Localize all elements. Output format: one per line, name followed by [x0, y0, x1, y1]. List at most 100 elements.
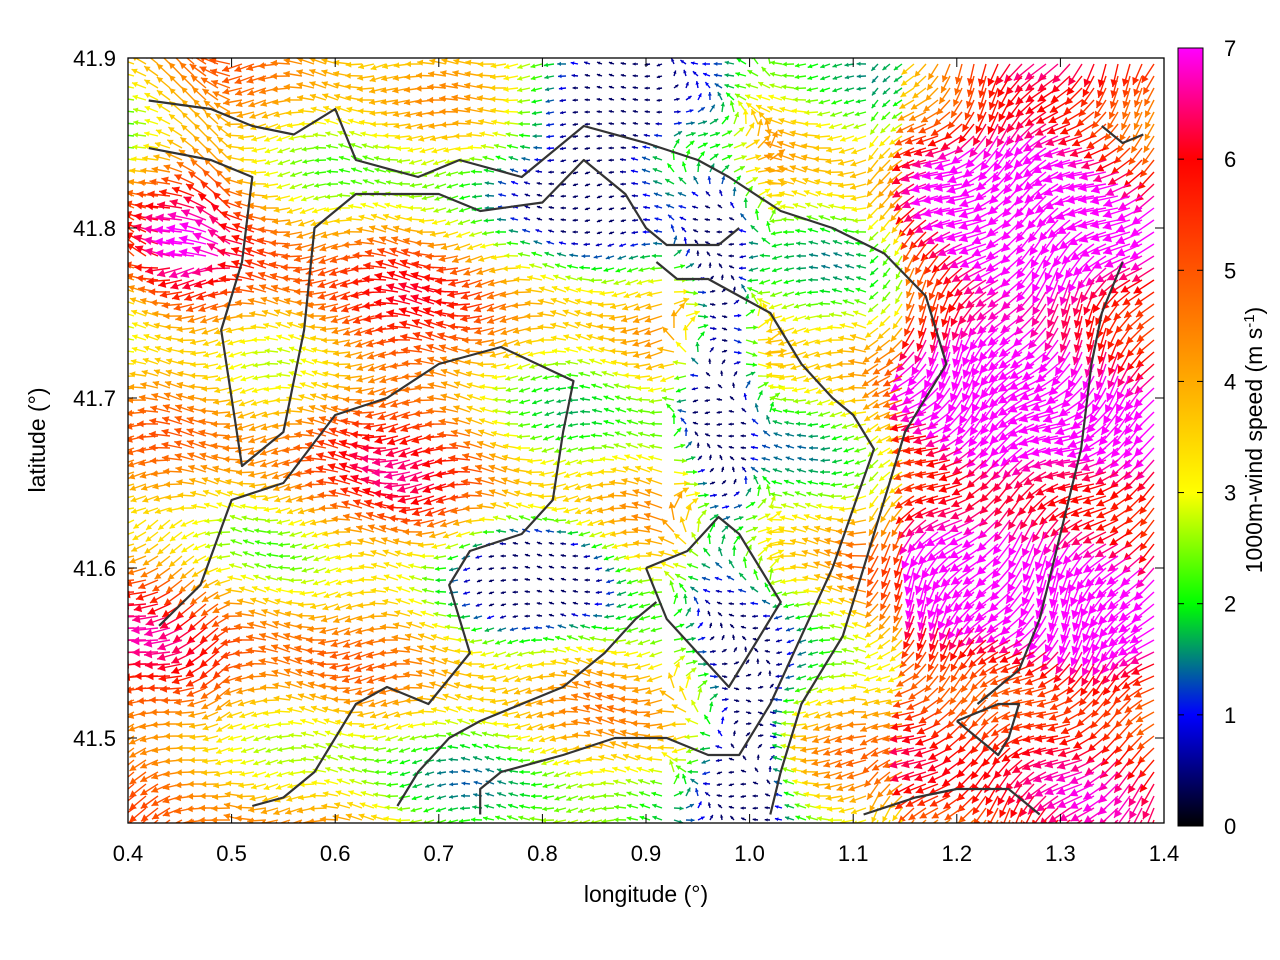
wind-arrow	[893, 63, 903, 71]
wind-arrow	[940, 75, 951, 94]
wind-arrow-shaft	[185, 58, 195, 65]
wind-arrow-head	[357, 74, 364, 81]
wind-arrow	[429, 58, 447, 65]
wind-arrow-head	[893, 65, 899, 71]
wind-arrow-head	[258, 75, 266, 82]
wind-arrow-shaft	[163, 58, 171, 65]
wind-arrow	[200, 77, 219, 89]
wind-arrow-head	[234, 77, 242, 85]
wind-arrow-head	[517, 64, 523, 69]
wind-arrow-head	[844, 62, 849, 67]
wind-arrow-head	[543, 62, 549, 68]
wind-arrow	[489, 73, 507, 80]
wind-arrow-head	[369, 76, 376, 83]
wind-arrow-head	[544, 75, 549, 80]
wind-arrow	[143, 79, 159, 89]
wind-arrow-head	[882, 77, 888, 83]
wind-arrow	[978, 75, 987, 98]
wind-arrow-head	[440, 70, 447, 77]
wind-arrow	[692, 70, 699, 77]
wind-arrow	[477, 61, 495, 68]
wind-arrow-head	[794, 74, 800, 80]
wind-arrow-head	[1121, 78, 1130, 87]
wind-arrow	[679, 59, 687, 65]
wind-arrow-head	[966, 89, 974, 97]
wind-arrow-head	[429, 58, 436, 65]
wind-arrow	[417, 59, 435, 66]
wind-arrow-head	[393, 62, 400, 69]
wind-arrow-head	[724, 73, 729, 78]
wind-arrow-head	[115, 209, 123, 216]
wind-arrow-head	[782, 61, 787, 67]
wind-arrow-shaft	[128, 61, 135, 65]
wind-arrow-head	[713, 73, 718, 78]
wind-arrow	[954, 63, 963, 85]
wind-arrow-head	[144, 66, 151, 72]
wind-arrow	[476, 72, 495, 79]
wind-arrow	[807, 63, 819, 69]
wind-arrow-head	[258, 62, 265, 69]
wind-arrow	[344, 72, 363, 79]
wind-arrow-head	[690, 61, 695, 65]
wind-arrow	[832, 63, 843, 68]
wind-arrow-head	[856, 74, 861, 79]
wind-arrow	[608, 73, 615, 77]
wind-arrow	[870, 63, 879, 72]
wind-arrow-head	[584, 73, 588, 77]
wind-arrow-head	[309, 68, 316, 75]
wind-arrow-head	[209, 58, 217, 65]
wind-arrow-head	[246, 76, 254, 84]
wind-arrow-head	[132, 58, 137, 62]
wind-arrow-head	[713, 61, 718, 66]
wind-arrow-shaft	[128, 86, 135, 89]
wind-arrow	[128, 61, 135, 65]
wind-arrow-head	[490, 62, 497, 69]
wind-arrow	[900, 75, 915, 87]
wind-arrow	[844, 62, 855, 67]
wind-arrow	[210, 79, 231, 89]
wind-arrow-head	[121, 156, 126, 161]
wind-arrow-head	[608, 61, 613, 65]
wind-arrow	[1110, 75, 1119, 98]
wind-arrow	[156, 76, 171, 89]
wind-arrow	[761, 66, 771, 77]
wind-arrow-head	[1110, 90, 1118, 98]
wind-arrow-head	[894, 77, 899, 82]
wind-arrow	[189, 63, 207, 77]
wind-arrow	[724, 73, 735, 78]
wind-arrow-head	[671, 58, 675, 62]
wind-arrow-head	[234, 65, 242, 73]
wind-arrow-head	[1014, 84, 1024, 93]
wind-arrow-head	[381, 75, 388, 82]
wind-arrow	[927, 63, 939, 80]
wind-arrow-head	[673, 70, 677, 74]
wind-arrow-head	[1083, 78, 1092, 87]
wind-arrow-head	[122, 133, 127, 138]
wind-arrow-head	[901, 80, 908, 86]
wind-arrow-head	[913, 81, 920, 88]
wind-arrow-head	[270, 59, 277, 67]
wind-arrow	[702, 62, 711, 66]
wind-arrow-head	[211, 79, 219, 87]
wind-arrow-head	[246, 64, 254, 72]
wind-arrow-head	[928, 72, 935, 80]
wind-arrow	[309, 58, 327, 65]
wind-arrow-head	[179, 51, 186, 58]
wind-arrow	[358, 63, 375, 70]
wind-arrow	[782, 73, 795, 79]
wind-arrow-head	[503, 75, 510, 81]
wind-arrow-head	[608, 73, 613, 77]
wind-arrow	[1067, 63, 1083, 86]
wind-arrow-head	[530, 75, 536, 81]
wind-arrow	[913, 63, 927, 78]
wind-arrow	[570, 61, 579, 66]
wind-arrow	[1141, 63, 1155, 84]
wind-arrow	[143, 65, 159, 77]
wind-arrow	[713, 73, 723, 78]
wind-arrow-head	[927, 83, 934, 91]
wind-arrow	[453, 58, 471, 65]
wind-arrow-head	[179, 62, 187, 70]
wind-arrow-head	[382, 63, 389, 70]
wind-arrow	[656, 75, 663, 79]
